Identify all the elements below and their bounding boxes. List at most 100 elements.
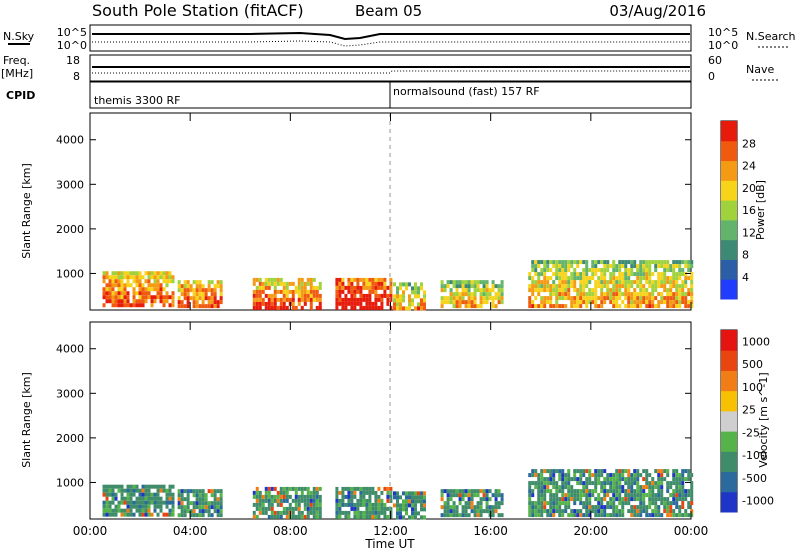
- echo-cell: [207, 509, 211, 514]
- echo-cell: [675, 497, 679, 502]
- echo-cell: [663, 276, 667, 281]
- echo-cell: [612, 264, 616, 269]
- echo-cell: [600, 288, 604, 293]
- echo-cell: [162, 287, 166, 292]
- echo-cell: [528, 296, 532, 301]
- echo-cell: [105, 275, 109, 280]
- echo-cell: [294, 490, 298, 495]
- colorbar-tick-label: 20: [742, 182, 756, 195]
- echo-cell: [186, 505, 190, 510]
- echo-cell: [528, 276, 532, 281]
- echo-cell: [168, 275, 172, 280]
- echo-cell: [135, 291, 139, 296]
- echo-cell: [494, 489, 498, 494]
- echo-cell: [129, 496, 133, 501]
- echo-cell: [603, 509, 607, 514]
- echo-cell: [648, 280, 652, 285]
- echo-cell: [359, 285, 363, 290]
- echo-cell: [129, 492, 133, 497]
- echo-cell: [579, 300, 583, 305]
- echo-cell: [558, 497, 562, 502]
- echo-cell: [344, 486, 348, 491]
- echo-cell: [585, 280, 589, 285]
- echo-cell: [111, 299, 115, 304]
- echo-cell: [576, 264, 580, 269]
- echo-cell: [371, 486, 375, 491]
- echo-cell: [135, 283, 139, 288]
- echo-cell: [210, 493, 214, 498]
- echo-cell: [282, 301, 286, 306]
- echo-cell: [600, 304, 604, 309]
- echo-cell: [399, 298, 403, 303]
- echo-cell: [663, 260, 667, 265]
- echo-cell: [531, 268, 535, 273]
- echo-cell: [183, 296, 187, 301]
- echo-cell: [485, 509, 489, 514]
- echo-cell: [138, 291, 142, 296]
- echo-cell: [405, 306, 409, 311]
- echo-cell: [414, 491, 418, 496]
- echo-cell: [309, 490, 313, 495]
- echo-cell: [312, 297, 316, 302]
- echo-cell: [198, 489, 202, 494]
- echo-cell: [690, 296, 694, 301]
- echo-cell: [543, 489, 547, 494]
- echo-cell: [405, 503, 409, 508]
- echo-cell: [570, 300, 574, 305]
- echo-cell: [624, 284, 628, 289]
- echo-cell: [500, 501, 504, 506]
- echo-cell: [120, 512, 124, 517]
- echo-cell: [603, 505, 607, 510]
- echo-cell: [261, 281, 265, 286]
- colorbar-tick-label: -500: [742, 472, 767, 485]
- echo-cell: [552, 292, 556, 297]
- echo-cell: [285, 510, 289, 515]
- echo-cell: [603, 485, 607, 490]
- echo-cell: [216, 304, 220, 309]
- echo-cell: [171, 295, 175, 300]
- echo-cell: [213, 509, 217, 514]
- colorbar-swatch: [721, 160, 737, 181]
- echo-cell: [120, 500, 124, 505]
- echo-cell: [618, 513, 622, 518]
- echo-cell: [129, 500, 133, 505]
- echo-cell: [546, 284, 550, 289]
- echo-cell: [192, 513, 196, 518]
- echo-cell: [531, 501, 535, 506]
- echo-cell: [405, 282, 409, 287]
- echo-cell: [564, 493, 568, 498]
- echo-cell: [282, 293, 286, 298]
- echo-cell: [276, 490, 280, 495]
- echo-cell: [531, 481, 535, 486]
- echo-cell: [356, 285, 360, 290]
- echo-cell: [597, 477, 601, 482]
- echo-cell: [455, 505, 459, 510]
- echo-cell: [540, 501, 544, 506]
- echo-cell: [192, 493, 196, 498]
- echo-cell: [159, 283, 163, 288]
- echo-cell: [108, 500, 112, 505]
- echo-cell: [297, 498, 301, 503]
- echo-cell: [657, 497, 661, 502]
- echo-cell: [609, 489, 613, 494]
- echo-cell: [356, 297, 360, 302]
- colorbar-swatch: [721, 471, 737, 493]
- echo-cell: [318, 301, 322, 306]
- echo-cell: [681, 268, 685, 273]
- echo-cell: [297, 502, 301, 507]
- echo-cell: [374, 514, 378, 519]
- echo-cell: [129, 303, 133, 308]
- echo-cell: [168, 484, 172, 489]
- echo-cell: [570, 477, 574, 482]
- echo-cell: [126, 303, 130, 308]
- echo-cell: [309, 305, 313, 310]
- echo-cell: [627, 300, 631, 305]
- echo-cell: [642, 509, 646, 514]
- echo-cell: [476, 304, 480, 309]
- echo-cell: [344, 297, 348, 302]
- echo-cell: [285, 281, 289, 286]
- beam-label: Beam 05: [355, 2, 422, 20]
- echo-cell: [177, 304, 181, 309]
- echo-cell: [207, 489, 211, 494]
- echo-cell: [555, 505, 559, 510]
